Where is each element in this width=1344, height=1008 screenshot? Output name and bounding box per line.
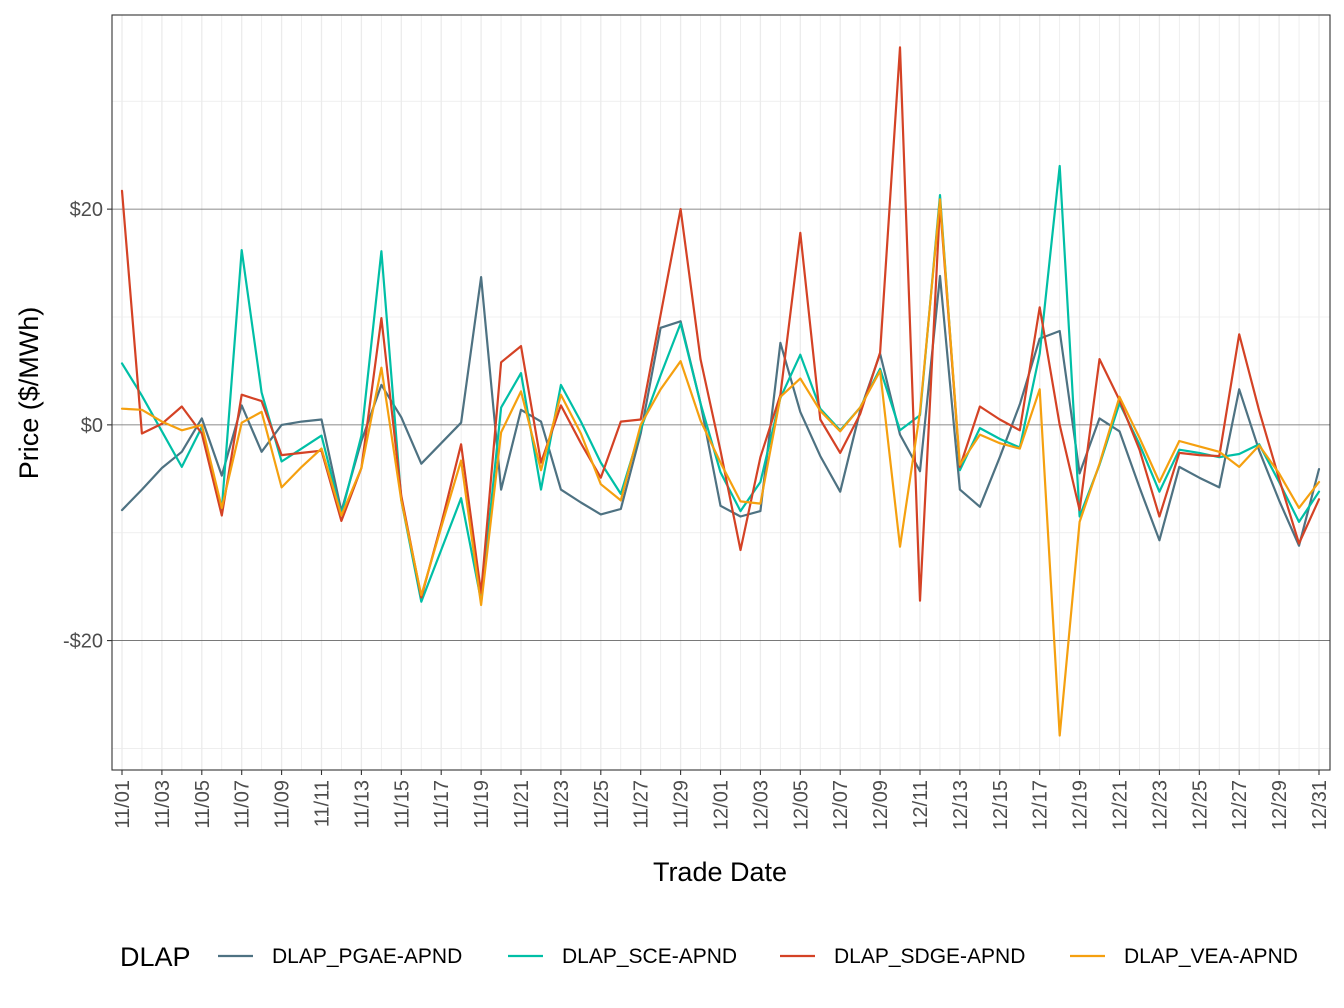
x-tick-label: 11/17 xyxy=(431,780,453,829)
x-tick-label: 12/17 xyxy=(1030,780,1052,830)
y-axis: -$20 $0 $20 xyxy=(63,199,112,653)
y-tick-label: -$20 xyxy=(63,631,103,653)
x-tick-label: 12/03 xyxy=(750,780,772,830)
x-tick-label: 12/15 xyxy=(990,780,1012,830)
legend-label-dlap-sce-apnd: DLAP_SCE-APND xyxy=(562,945,737,968)
x-tick-label: 11/19 xyxy=(471,780,493,829)
x-tick-label: 11/29 xyxy=(671,780,693,829)
x-tick-label: 11/21 xyxy=(511,780,533,829)
x-tick-label: 12/29 xyxy=(1269,780,1291,830)
x-axis-title: Trade Date xyxy=(653,857,787,887)
x-tick-label: 11/11 xyxy=(312,780,334,827)
x-tick-label: 11/13 xyxy=(351,780,373,829)
legend-label-dlap-pgae-apnd: DLAP_PGAE-APND xyxy=(272,945,462,968)
series-lines xyxy=(120,46,1321,737)
x-tick-label: 12/01 xyxy=(711,780,733,830)
x-tick-label: 12/05 xyxy=(790,780,812,830)
x-tick-label: 12/11 xyxy=(910,780,932,829)
x-tick-label: 11/15 xyxy=(391,780,413,829)
x-tick-label: 12/13 xyxy=(950,780,972,830)
y-tick-label: $0 xyxy=(81,415,103,437)
x-tick-label: 11/03 xyxy=(152,780,174,829)
x-tick-label: 12/19 xyxy=(1070,780,1092,830)
x-tick-label: 12/31 xyxy=(1309,780,1331,830)
series-line-dlap-vea-apnd xyxy=(120,198,1321,737)
legend-label-dlap-sdge-apnd: DLAP_SDGE-APND xyxy=(834,945,1025,968)
y-tick-label: $20 xyxy=(70,199,103,221)
x-tick-label: 12/27 xyxy=(1229,780,1251,830)
legend: DLAP DLAP_PGAE-APND DLAP_SCE-APND DLAP_SDG… xyxy=(120,942,1298,972)
x-tick-label: 12/09 xyxy=(870,780,892,830)
legend-label-dlap-vea-apnd: DLAP_VEA-APND xyxy=(1124,945,1298,968)
major-grid xyxy=(112,208,1330,641)
x-tick-label: 11/07 xyxy=(232,780,254,829)
x-tick-label: 11/09 xyxy=(272,780,294,829)
x-tick-label: 11/01 xyxy=(112,780,134,829)
x-tick-label: 12/21 xyxy=(1110,780,1132,830)
x-tick-label: 11/23 xyxy=(551,780,573,829)
x-tick-label: 11/05 xyxy=(192,780,214,829)
y-axis-title: Price ($/MWh) xyxy=(14,307,44,480)
series-line-dlap-sce-apnd xyxy=(120,164,1321,603)
x-tick-label: 11/25 xyxy=(591,780,613,829)
x-tick-label: 12/25 xyxy=(1189,780,1211,830)
x-axis: 11/01 11/03 11/05 11/07 11/09 11/11 11/13 11/15… xyxy=(112,770,1331,830)
series-line-dlap-pgae-apnd xyxy=(120,274,1321,547)
legend-title: DLAP xyxy=(120,942,191,972)
x-tick-label: 12/23 xyxy=(1149,780,1171,830)
minor-grid xyxy=(112,15,1330,770)
x-tick-label: 11/27 xyxy=(631,780,653,829)
x-tick-label: 12/07 xyxy=(830,780,852,830)
